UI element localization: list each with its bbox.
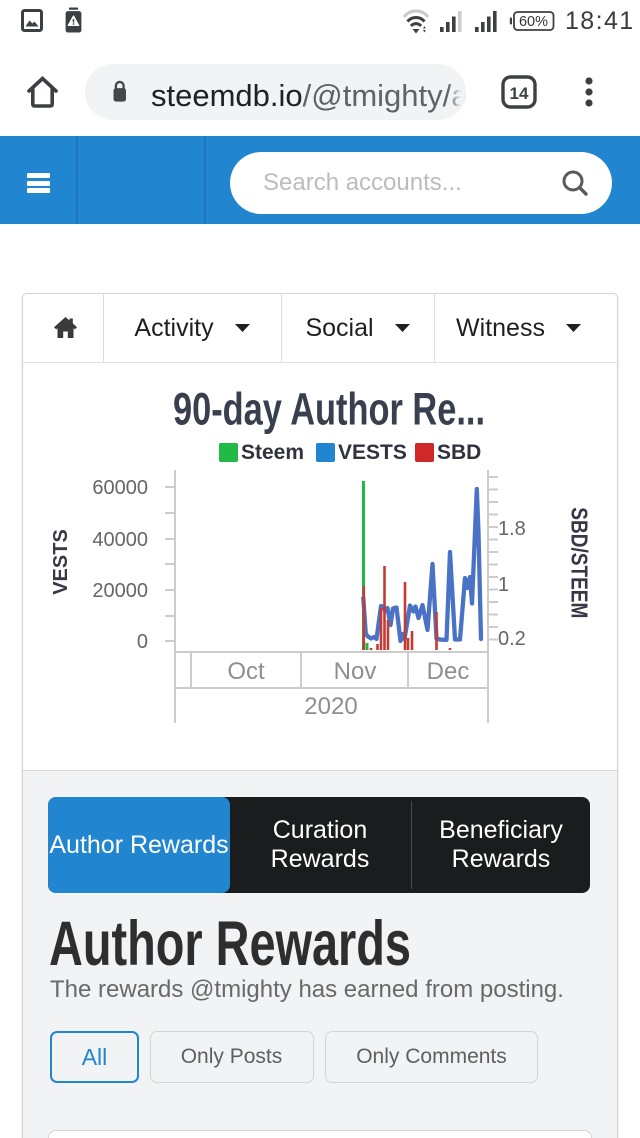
svg-text:60%: 60%	[519, 14, 548, 30]
svg-text:2020: 2020	[304, 693, 357, 720]
svg-text:0: 0	[137, 631, 148, 653]
svg-text:90-day Author Re...: 90-day Author Re...	[173, 384, 485, 435]
svg-text:0.2: 0.2	[498, 628, 526, 650]
svg-text:VESTS: VESTS	[338, 441, 407, 464]
svg-text:SBD: SBD	[437, 441, 481, 464]
svg-text:14: 14	[510, 84, 529, 103]
svg-text:Oct: Oct	[227, 658, 265, 685]
svg-text:Nov: Nov	[334, 658, 377, 685]
svg-text:60000: 60000	[92, 477, 148, 499]
svg-text:Dec: Dec	[427, 658, 470, 685]
svg-text:SBD/STEEM: SBD/STEEM	[567, 507, 593, 618]
svg-text:Steem: Steem	[241, 441, 304, 464]
svg-text:VESTS: VESTS	[50, 529, 72, 595]
svg-text:20000: 20000	[92, 580, 148, 602]
svg-text:1: 1	[498, 574, 509, 596]
svg-text:1.8: 1.8	[498, 518, 526, 540]
svg-text:40000: 40000	[92, 529, 148, 551]
